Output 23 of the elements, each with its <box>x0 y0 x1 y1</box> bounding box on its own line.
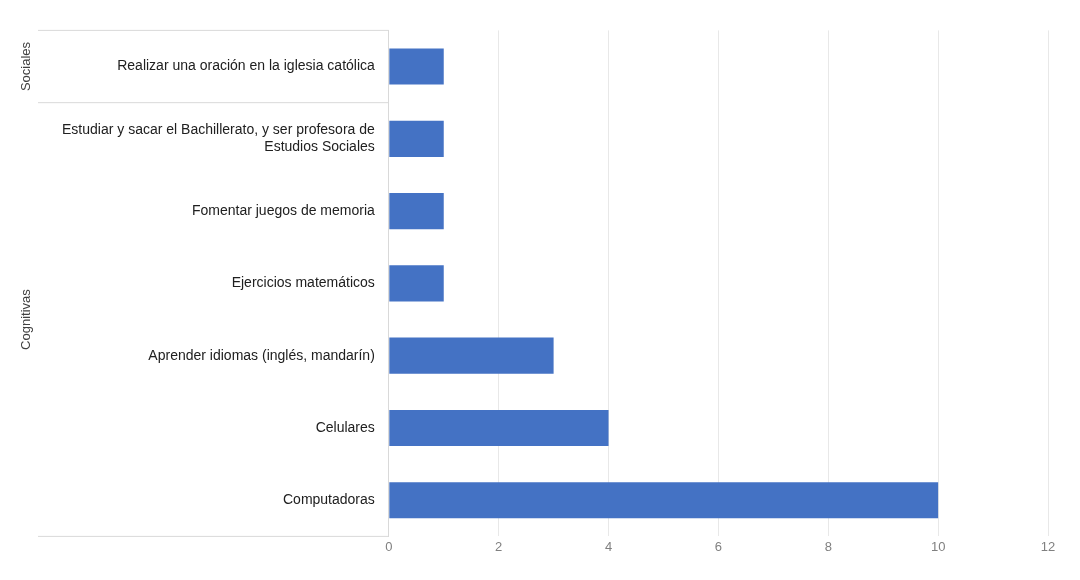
text: Sociales <box>17 41 33 92</box>
bar <box>389 193 444 230</box>
x-tick-label: 8 <box>824 538 832 554</box>
x-tick-label: 4 <box>604 538 613 554</box>
text: Cognitivas <box>17 288 33 350</box>
bar <box>389 120 444 157</box>
x-tick-label: 2 <box>495 538 503 554</box>
y-tick-label: Realizar una oración en la iglesia católica <box>117 57 376 74</box>
bar <box>389 409 609 447</box>
x-tick-label: 6 <box>714 538 723 554</box>
x-tick-label: 12 <box>1040 538 1056 554</box>
bar <box>389 265 444 302</box>
y-tick-label: Fomentar juegos de memoria <box>191 201 376 218</box>
x-tick-label: 0 <box>385 538 393 554</box>
y-tick-label: Aprender idiomas (inglés, mandarín) <box>148 346 375 363</box>
y-tick-label: Ejercicios matemáticos <box>231 274 375 291</box>
bar <box>389 48 444 85</box>
bar <box>389 337 554 374</box>
x-tick-label: 10 <box>930 538 946 554</box>
y-tick-label: Estudiar y sacar el Bachillerato, y ser profesora de Estudios Sociales <box>62 121 376 155</box>
bar <box>389 482 939 519</box>
y-tick-label: Celulares <box>315 418 375 435</box>
y-tick-label: Computadoras <box>282 491 375 508</box>
